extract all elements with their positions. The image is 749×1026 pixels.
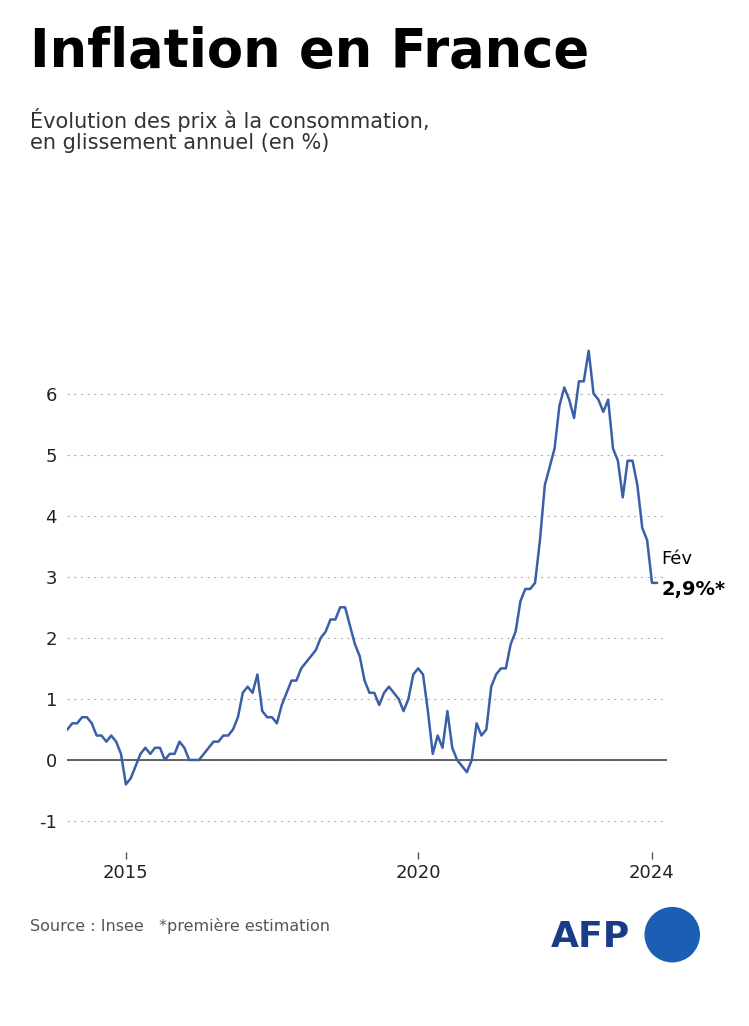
Text: Évolution des prix à la consommation,: Évolution des prix à la consommation, <box>30 108 429 131</box>
Text: AFP: AFP <box>551 920 630 954</box>
Text: Source : Insee   *première estimation: Source : Insee *première estimation <box>30 918 330 935</box>
Circle shape <box>645 908 700 961</box>
Text: Fév: Fév <box>661 550 693 567</box>
Text: en glissement annuel (en %): en glissement annuel (en %) <box>30 133 330 153</box>
Text: Inflation en France: Inflation en France <box>30 26 589 78</box>
Text: 2,9%*: 2,9%* <box>661 580 726 599</box>
